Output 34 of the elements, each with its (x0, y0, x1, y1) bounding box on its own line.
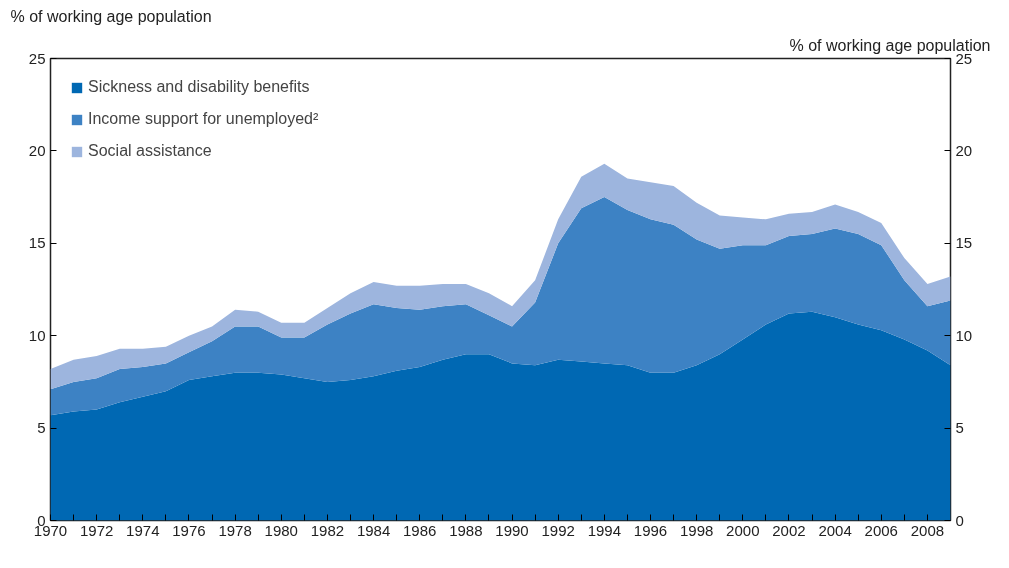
x-tick-label: 2006 (864, 521, 898, 539)
x-tick-label: 1988 (449, 521, 483, 539)
x-tick-label: 1980 (264, 521, 298, 539)
x-tick-label: 2000 (726, 521, 760, 539)
x-tick-label: 1994 (587, 521, 622, 539)
y2-tick-label: 0 (955, 511, 964, 529)
y2-tick-label: 5 (955, 419, 964, 437)
legend-label: Social assistance (88, 142, 212, 160)
x-tick-label: 1978 (218, 521, 252, 539)
y-tick-label: 20 (28, 141, 46, 159)
x-tick-label: 2004 (818, 521, 852, 539)
x-tick-label: 1982 (310, 521, 345, 539)
x-tick-label: 2002 (772, 521, 806, 539)
x-tick-label: 1992 (541, 521, 575, 539)
x-tick-label: 1998 (679, 521, 714, 539)
legend-label: Income support for unemployed² (88, 110, 319, 128)
legend-label: Sickness and disability benefits (88, 78, 310, 96)
x-tick-label: 1986 (403, 521, 437, 539)
y-tick-label: 5 (37, 419, 46, 437)
x-tick-label: 1984 (356, 521, 391, 539)
y-axis-title: % of working age population (10, 7, 212, 25)
y-tick-label: 15 (28, 234, 46, 252)
y2-axis-title: % of working age population (789, 36, 991, 54)
x-tick-label: 1974 (126, 521, 160, 539)
x-tick-label: 1990 (495, 521, 529, 539)
y2-tick-label: 20 (955, 141, 973, 159)
y2-tick-label: 15 (955, 234, 973, 252)
x-tick-label: 1972 (79, 521, 114, 539)
x-tick-label: 2008 (910, 521, 945, 539)
x-tick-label: 1996 (633, 521, 668, 539)
y2-tick-label: 10 (955, 326, 973, 344)
y-tick-label: 25 (28, 49, 46, 67)
y-tick-label: 10 (28, 326, 46, 344)
x-tick-label: 1976 (172, 521, 206, 539)
